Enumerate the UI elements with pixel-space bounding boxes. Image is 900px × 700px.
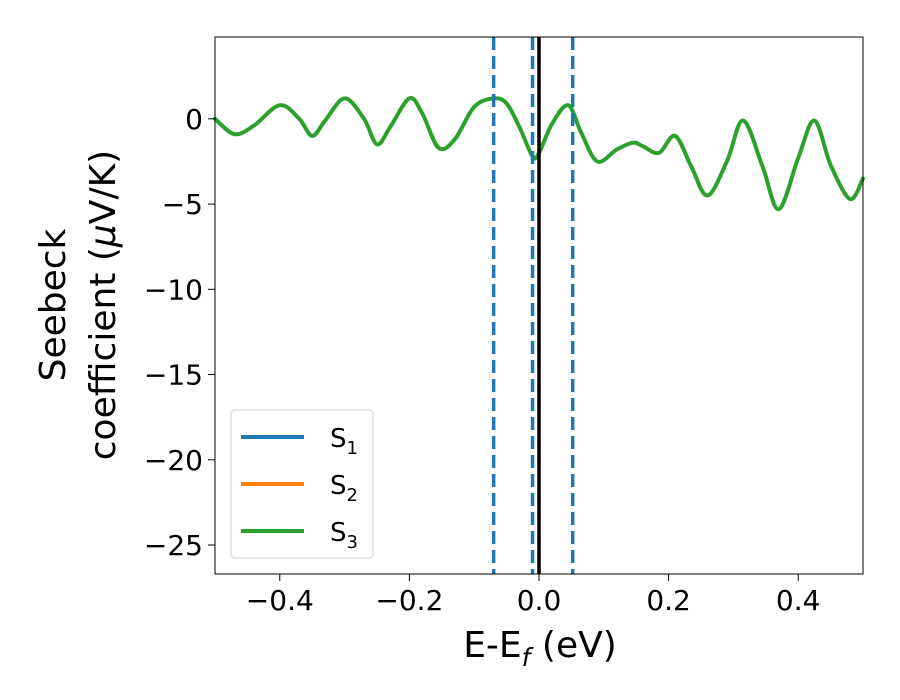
legend-items: S1 S2 S3 [241, 424, 358, 553]
x-axis-label-main: E-E [463, 625, 521, 666]
legend-label-s2: S2 [330, 471, 358, 506]
x-axis-label: E-Ef (eV) [463, 625, 617, 672]
y-axis-label-unit: V/K) [83, 150, 124, 224]
y-tick-label: −5 [162, 188, 203, 221]
y-tick-label: −15 [144, 359, 203, 392]
x-tick-label: 0.2 [646, 584, 691, 617]
legend: S1 S2 S3 [230, 409, 374, 559]
y-axis-label-mu: μ [83, 224, 124, 248]
y-axis-label: Seebeck coefficient (μV/K) [33, 150, 124, 460]
y-axis-label-text: coefficient ( [83, 247, 124, 460]
y-axis-label-line2: coefficient (μV/K) [83, 150, 124, 460]
y-axis-label-line1: Seebeck [33, 228, 74, 381]
plot-content [213, 37, 865, 574]
legend-label-s1: S1 [330, 424, 358, 459]
y-tick-label: −20 [144, 444, 203, 477]
x-axis-ticks: −0.4 −0.2 0.0 0.2 0.4 [246, 574, 821, 617]
y-tick-label: 0 [185, 103, 203, 136]
x-tick-label: 0.0 [517, 584, 562, 617]
y-tick-label: −25 [144, 529, 203, 562]
legend-label-s3: S3 [330, 518, 358, 553]
x-tick-label: −0.4 [246, 584, 314, 617]
x-tick-label: 0.4 [776, 584, 821, 617]
x-tick-label: −0.2 [375, 584, 443, 617]
x-axis-label-unit: (eV) [530, 625, 616, 666]
y-tick-label: −10 [144, 273, 203, 306]
y-axis-ticks: 0 −5 −10 −15 −20 −25 [144, 103, 215, 562]
